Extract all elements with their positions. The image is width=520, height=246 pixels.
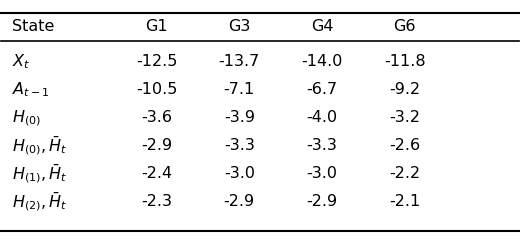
Text: -2.9: -2.9 [224, 194, 255, 209]
Text: -10.5: -10.5 [136, 82, 177, 97]
Text: -9.2: -9.2 [389, 82, 420, 97]
Text: $X_t$: $X_t$ [12, 52, 30, 71]
Text: -2.4: -2.4 [141, 166, 172, 181]
Text: $H_{(2)},\bar{H}_t$: $H_{(2)},\bar{H}_t$ [12, 190, 67, 213]
Text: -3.2: -3.2 [389, 110, 420, 125]
Text: -6.7: -6.7 [306, 82, 337, 97]
Text: $A_{t-1}$: $A_{t-1}$ [12, 80, 49, 99]
Text: $H_{(0)}$: $H_{(0)}$ [12, 108, 41, 127]
Text: -4.0: -4.0 [306, 110, 337, 125]
Text: $H_{(1)},\bar{H}_t$: $H_{(1)},\bar{H}_t$ [12, 162, 67, 185]
Text: -3.0: -3.0 [224, 166, 255, 181]
Text: State: State [12, 19, 54, 34]
Text: -2.1: -2.1 [389, 194, 421, 209]
Text: -3.6: -3.6 [141, 110, 172, 125]
Text: -3.9: -3.9 [224, 110, 255, 125]
Text: G1: G1 [145, 19, 168, 34]
Text: G6: G6 [394, 19, 416, 34]
Text: G4: G4 [311, 19, 333, 34]
Text: -3.0: -3.0 [307, 166, 337, 181]
Text: $H_{(0)},\bar{H}_t$: $H_{(0)},\bar{H}_t$ [12, 134, 67, 157]
Text: G3: G3 [228, 19, 251, 34]
Text: -3.3: -3.3 [307, 138, 337, 153]
Text: -2.2: -2.2 [389, 166, 420, 181]
Text: -12.5: -12.5 [136, 54, 177, 69]
Text: -14.0: -14.0 [302, 54, 343, 69]
Text: -13.7: -13.7 [219, 54, 260, 69]
Text: -2.9: -2.9 [141, 138, 172, 153]
Text: -2.3: -2.3 [141, 194, 172, 209]
Text: -2.9: -2.9 [306, 194, 337, 209]
Text: -2.6: -2.6 [389, 138, 420, 153]
Text: -11.8: -11.8 [384, 54, 426, 69]
Text: -3.3: -3.3 [224, 138, 255, 153]
Text: -7.1: -7.1 [224, 82, 255, 97]
